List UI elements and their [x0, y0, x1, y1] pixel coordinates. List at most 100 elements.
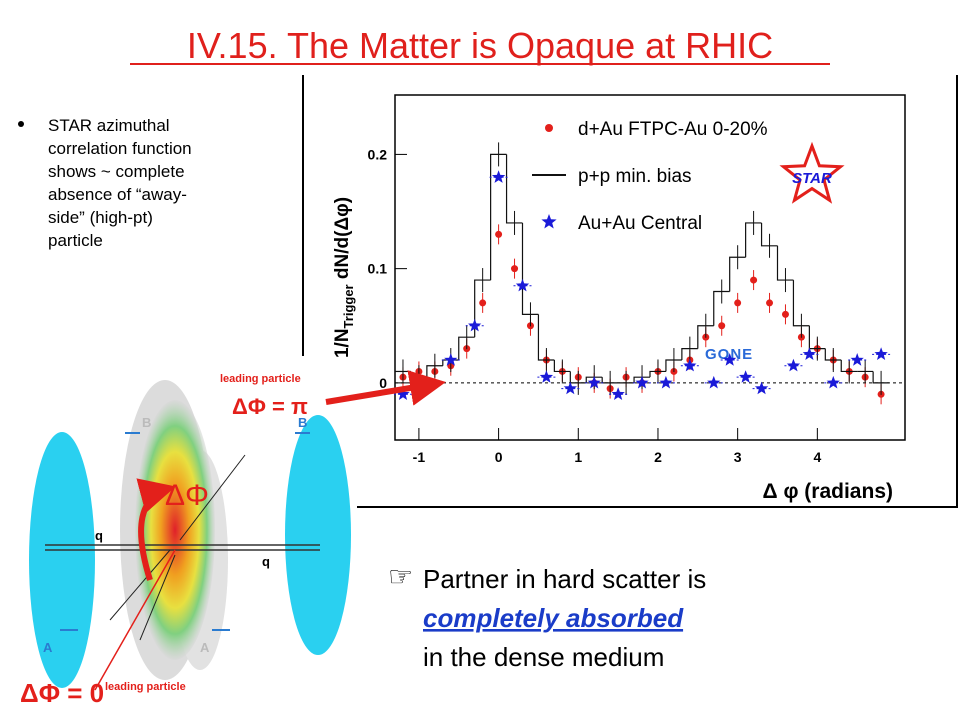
- point: [563, 381, 577, 395]
- pointer-arrow: [325, 370, 446, 406]
- histogram-step: [553, 360, 571, 373]
- point: [781, 310, 789, 318]
- histogram-step: [745, 222, 762, 258]
- point: [766, 299, 774, 307]
- histogram-step: [681, 348, 698, 361]
- histogram-step: [633, 376, 650, 383]
- point: [479, 299, 487, 307]
- bullet-text: STAR azimuthal: [48, 116, 170, 135]
- bullet-text: particle: [48, 231, 103, 250]
- point: [659, 375, 673, 389]
- legend-label: d+Au FTPC-Au 0-20%: [578, 119, 768, 140]
- track: [109, 549, 171, 621]
- histogram-step: [490, 153, 507, 281]
- label: leading particle: [220, 373, 301, 385]
- histogram-step: [760, 222, 778, 247]
- histogram-step: [665, 359, 682, 372]
- point: [495, 230, 503, 238]
- conclusion-emphasis: completely absorbed: [423, 603, 684, 633]
- point: [468, 318, 482, 332]
- point: [874, 347, 888, 360]
- histogram-step: [824, 348, 842, 361]
- point: [491, 170, 506, 183]
- point: [723, 353, 737, 366]
- histogram-step: [585, 376, 603, 383]
- label: q: [262, 554, 270, 569]
- point: [718, 322, 726, 330]
- bullet-dot: [18, 121, 24, 127]
- x-tick-label: 2: [654, 449, 662, 465]
- x-tick-label: 3: [734, 449, 742, 465]
- point: [750, 276, 758, 284]
- hand-marker: ☞: [388, 561, 413, 592]
- point: [786, 358, 801, 372]
- label: leading particle: [105, 681, 186, 693]
- histogram-step: [458, 336, 475, 361]
- bullet-text: correlation function: [48, 139, 192, 158]
- y-axis-label: 1/NTrigger dN/d(Δφ): [332, 197, 356, 358]
- label: A: [200, 640, 210, 655]
- conclusion: ☞ Partner in hard scatter is completely …: [388, 561, 706, 672]
- point: [802, 347, 816, 360]
- track: [94, 549, 176, 691]
- x-tick-label: -1: [413, 449, 426, 465]
- point: [515, 278, 530, 292]
- legend-marker: [541, 214, 557, 229]
- point: [539, 370, 554, 383]
- label: ΔΦ: [165, 479, 209, 512]
- nucleus-a: [29, 432, 95, 688]
- track: [139, 554, 176, 641]
- histogram-step: [840, 360, 858, 373]
- point: [739, 370, 753, 383]
- histogram-step: [776, 245, 794, 281]
- histogram-step: [729, 256, 746, 292]
- plot-frame: [394, 94, 906, 441]
- logo-star: [779, 141, 845, 204]
- histogram-step: [649, 370, 666, 378]
- nucleus-b: [285, 415, 351, 655]
- histogram-step: [537, 314, 555, 361]
- y-axis-label-part: Trigger: [341, 284, 356, 328]
- track: [179, 454, 246, 541]
- annotation: GONE: [705, 346, 753, 363]
- bullet-text: side” (high-pt): [48, 208, 153, 227]
- point: [734, 299, 742, 307]
- legend-label: Au+Au Central: [578, 213, 702, 234]
- y-axis-label-part: dN/d(Δφ): [332, 197, 353, 284]
- label: A: [43, 640, 53, 655]
- legend-marker: [545, 124, 553, 132]
- diagram: leading particle leading particle ΔΦ = π…: [20, 370, 446, 708]
- logo-text: STAR: [792, 170, 832, 187]
- label: ΔΦ = 0: [20, 678, 104, 708]
- point: [683, 358, 697, 372]
- label: q: [95, 528, 103, 543]
- y-axis-label-part: 1/N: [332, 328, 353, 358]
- histogram-step: [474, 279, 491, 338]
- hot-zone: [135, 400, 215, 660]
- point: [635, 375, 649, 389]
- point: [707, 375, 721, 389]
- label: B: [298, 415, 307, 430]
- point: [511, 265, 519, 273]
- legend-label: p+p min. bias: [578, 166, 692, 187]
- x-tick-label: 4: [813, 449, 821, 465]
- point: [396, 387, 410, 400]
- point: [850, 353, 864, 366]
- x-tick-label: 0: [495, 449, 503, 465]
- point: [826, 375, 840, 389]
- point: [444, 353, 458, 366]
- label: B: [142, 415, 151, 430]
- histogram-step: [697, 325, 714, 349]
- x-tick-label: 1: [574, 449, 582, 465]
- conclusion-text: in the dense medium: [423, 642, 664, 672]
- point: [754, 381, 769, 395]
- conclusion-text: Partner in hard scatter is: [423, 564, 706, 594]
- x-axis-label: Δ φ (radians): [763, 480, 893, 503]
- angle-arrow: [136, 478, 176, 581]
- bullet-list: STAR azimuthal correlation function shows …: [18, 116, 192, 250]
- y-tick-label: 0: [379, 375, 387, 391]
- bullet-text: absence of “away-: [48, 185, 187, 204]
- histogram-step: [521, 222, 539, 315]
- point: [611, 387, 625, 400]
